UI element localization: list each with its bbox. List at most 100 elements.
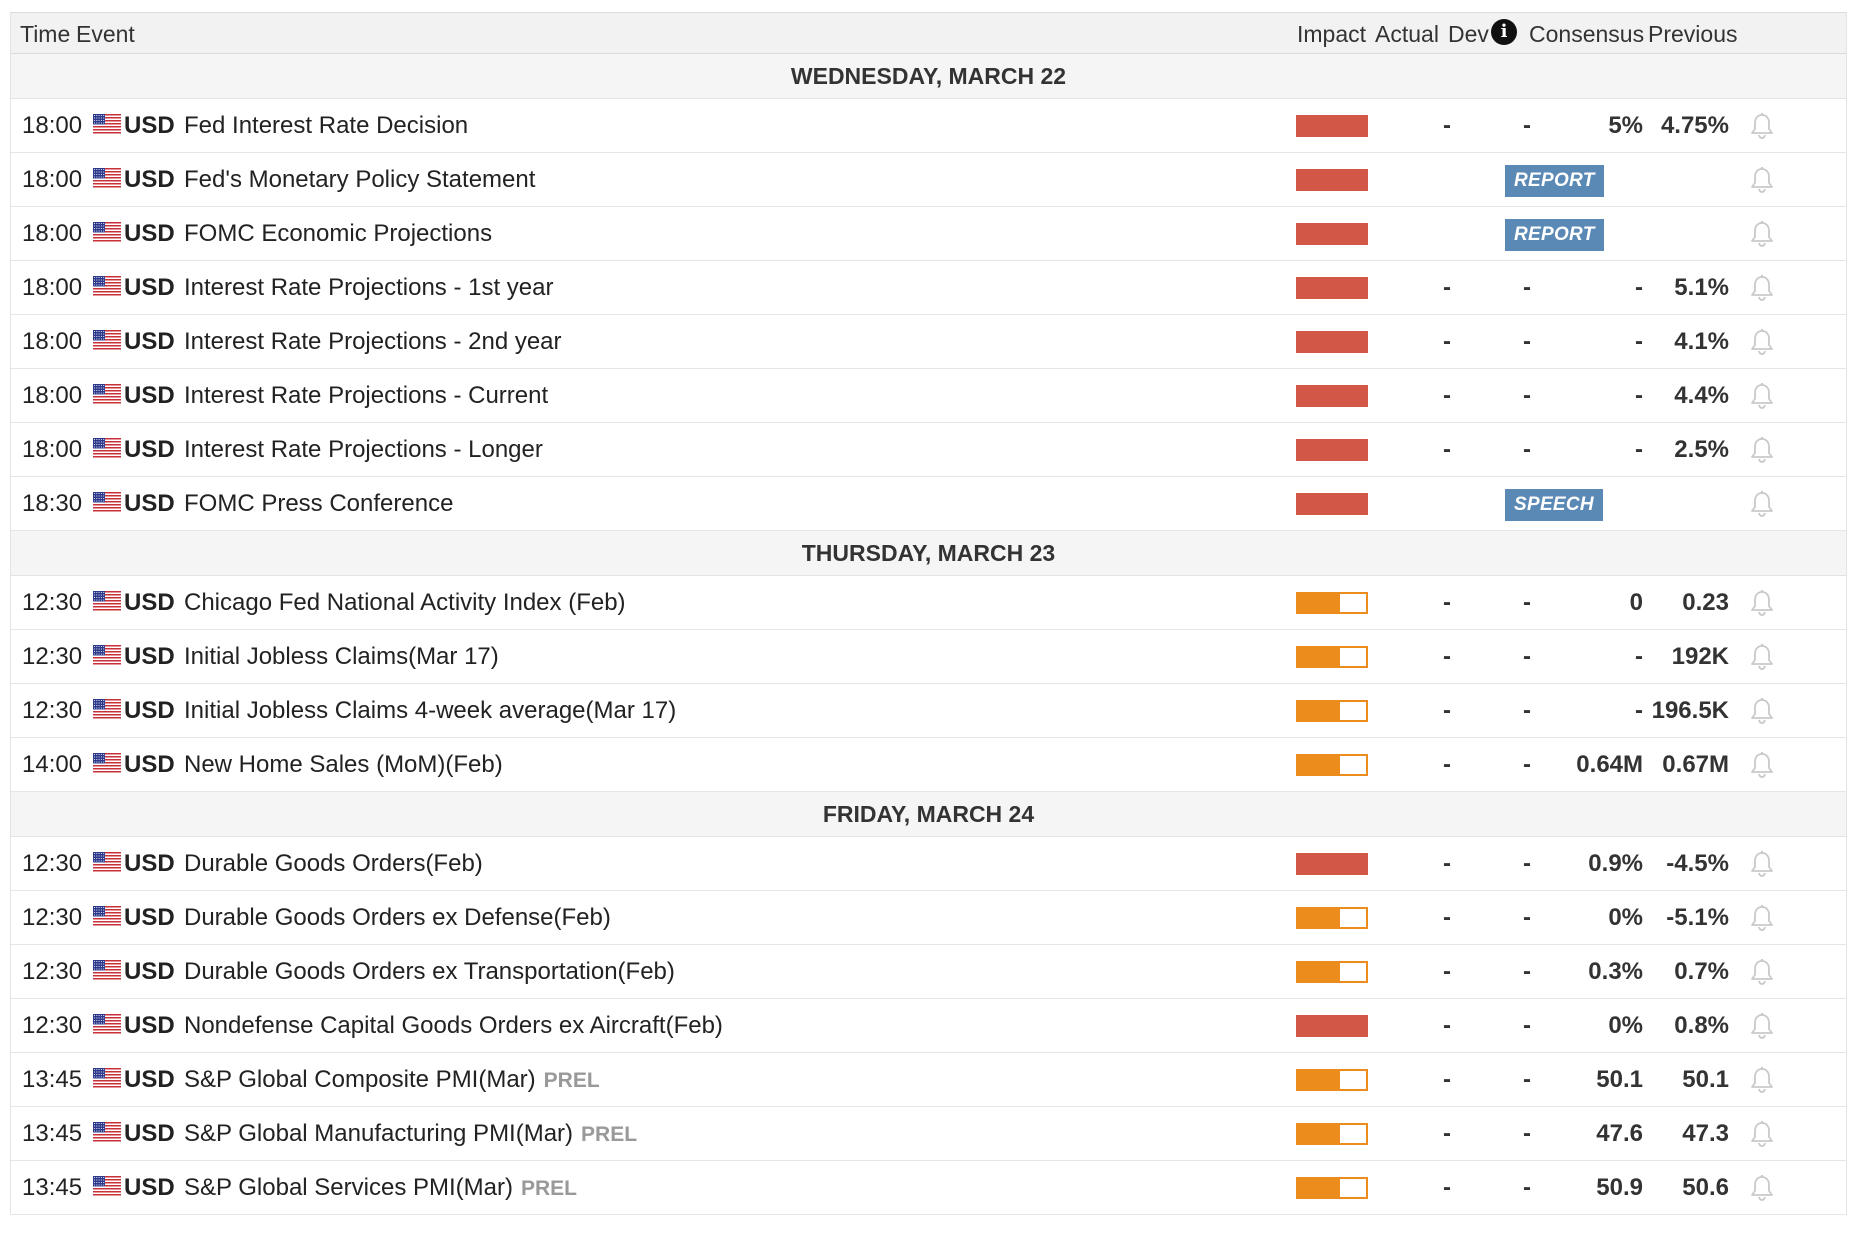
table-row[interactable]: 18:00 USD Interest Rate Projections - Curr…	[11, 369, 1846, 423]
event-name-text[interactable]: FOMC Press Conference	[184, 490, 454, 517]
table-row[interactable]: 14:00 USD New Home Sales (MoM)(Feb) - - 0.64M…	[11, 738, 1846, 792]
event-type-badge[interactable]: REPORT	[1505, 219, 1604, 251]
table-row[interactable]: 18:00 USD Fed Interest Rate Decision - - 5% 4.…	[11, 99, 1846, 153]
table-row[interactable]: 12:30 USD Durable Goods Orders ex Defense(…	[11, 891, 1846, 945]
table-row[interactable]: 12:30 USD Initial Jobless Claims(Mar 17) - -…	[11, 630, 1846, 684]
currency-code: USD	[124, 1012, 175, 1039]
table-row[interactable]: 18:00 USD Interest Rate Projections - Long…	[11, 423, 1846, 477]
header-previous[interactable]: Previous	[1648, 21, 1738, 47]
event-name[interactable]: Chicago Fed National Activity Index (Feb…	[184, 589, 626, 617]
consensus-value: -	[1635, 643, 1643, 670]
table-row[interactable]: 13:45 USD S&P Global Manufacturing PMI(Mar…	[11, 1107, 1846, 1161]
event-name[interactable]: FOMC Economic Projections	[184, 220, 492, 248]
event-name-text[interactable]: Durable Goods Orders ex Defense(Feb)	[184, 904, 611, 931]
event-name[interactable]: Interest Rate Projections - Longer	[184, 436, 543, 464]
event-name-text[interactable]: Interest Rate Projections - 2nd year	[184, 328, 562, 355]
preliminary-tag: PREL	[520, 1177, 577, 1200]
consensus-value: 0.64M	[1576, 751, 1643, 778]
event-name-text[interactable]: S&P Global Manufacturing PMI(Mar)	[184, 1120, 574, 1147]
table-row[interactable]: 12:30 USD Chicago Fed National Activity In…	[11, 576, 1846, 630]
event-name-text[interactable]: Interest Rate Projections - Longer	[184, 436, 543, 463]
bell-icon[interactable]	[1749, 1174, 1775, 1202]
currency-code: USD	[124, 436, 175, 463]
table-row[interactable]: 12:30 USD Initial Jobless Claims 4-week av…	[11, 684, 1846, 738]
event-name-text[interactable]: Initial Jobless Claims 4-week average(Ma…	[184, 697, 677, 724]
bell-icon[interactable]	[1749, 220, 1775, 248]
event-name[interactable]: Interest Rate Projections - 2nd year	[184, 328, 562, 356]
bell-icon[interactable]	[1749, 1066, 1775, 1094]
bell-icon[interactable]	[1749, 382, 1775, 410]
event-name[interactable]: Nondefense Capital Goods Orders ex Aircr…	[184, 1012, 723, 1040]
bell-icon[interactable]	[1749, 112, 1775, 140]
table-row[interactable]: 12:30 USD Durable Goods Orders ex Transpor…	[11, 945, 1846, 999]
table-row[interactable]: 13:45 USD S&P Global Services PMI(Mar) PREL…	[11, 1161, 1846, 1215]
event-name-text[interactable]: Fed's Monetary Policy Statement	[184, 166, 536, 193]
event-name[interactable]: Interest Rate Projections - 1st year	[184, 274, 554, 302]
event-name-text[interactable]: Nondefense Capital Goods Orders ex Aircr…	[184, 1012, 723, 1039]
bell-icon[interactable]	[1749, 850, 1775, 878]
deviation-value: -	[1523, 436, 1531, 463]
event-name-text[interactable]: Initial Jobless Claims(Mar 17)	[184, 643, 499, 670]
bell-icon[interactable]	[1749, 436, 1775, 464]
bell-icon[interactable]	[1749, 490, 1775, 518]
table-row[interactable]: 12:30 USD Durable Goods Orders(Feb) - - 0.9% -…	[11, 837, 1846, 891]
header-impact[interactable]: Impact	[1297, 21, 1367, 47]
event-name[interactable]: Durable Goods Orders ex Transportation(F…	[184, 958, 675, 986]
event-name[interactable]: Fed Interest Rate Decision	[184, 112, 468, 140]
event-name-text[interactable]: Durable Goods Orders ex Transportation(F…	[184, 958, 675, 985]
event-name-text[interactable]: New Home Sales (MoM)(Feb)	[184, 751, 503, 778]
event-name[interactable]: Durable Goods Orders ex Defense(Feb)	[184, 904, 611, 932]
bell-icon[interactable]	[1749, 643, 1775, 671]
event-name[interactable]: Initial Jobless Claims 4-week average(Ma…	[184, 697, 676, 725]
event-name-text[interactable]: Interest Rate Projections - 1st year	[184, 274, 554, 301]
event-name[interactable]: Fed's Monetary Policy Statement	[184, 166, 535, 194]
bell-icon[interactable]	[1749, 1120, 1775, 1148]
bell-icon[interactable]	[1749, 751, 1775, 779]
previous-value: 47.3	[1682, 1120, 1729, 1147]
bell-icon[interactable]	[1749, 904, 1775, 932]
event-type-badge[interactable]: REPORT	[1505, 165, 1604, 197]
event-name-text[interactable]: S&P Global Services PMI(Mar)	[184, 1174, 513, 1201]
event-name-text[interactable]: Fed Interest Rate Decision	[184, 112, 469, 139]
event-name-text[interactable]: Interest Rate Projections - Current	[184, 382, 549, 409]
event-name[interactable]: Durable Goods Orders(Feb)	[184, 850, 483, 878]
bell-icon[interactable]	[1749, 589, 1775, 617]
event-name[interactable]: Interest Rate Projections - Current	[184, 382, 548, 410]
table-row[interactable]: 12:30 USD Nondefense Capital Goods Orders …	[11, 999, 1846, 1053]
table-row[interactable]: 18:00 USD Fed's Monetary Policy Statement R…	[11, 153, 1846, 207]
table-row[interactable]: 18:00 USD Interest Rate Projections - 2nd …	[11, 315, 1846, 369]
event-name[interactable]: S&P Global Services PMI(Mar) PREL	[184, 1174, 577, 1202]
info-icon[interactable]: i	[1491, 19, 1517, 45]
bell-icon[interactable]	[1749, 697, 1775, 725]
event-name[interactable]: S&P Global Manufacturing PMI(Mar) PREL	[184, 1120, 637, 1148]
event-name[interactable]: FOMC Press Conference	[184, 490, 453, 518]
actual-value: -	[1443, 643, 1451, 670]
header-actual[interactable]: Actual	[1375, 21, 1439, 47]
event-type-badge[interactable]: SPEECH	[1505, 489, 1603, 521]
us-flag-icon	[93, 591, 121, 612]
bell-icon[interactable]	[1749, 166, 1775, 194]
actual-value: -	[1443, 958, 1451, 985]
event-name-text[interactable]: Durable Goods Orders(Feb)	[184, 850, 483, 877]
table-row[interactable]: 18:00 USD FOMC Economic Projections REPORT	[11, 207, 1846, 261]
event-name[interactable]: S&P Global Composite PMI(Mar) PREL	[184, 1066, 600, 1094]
header-event[interactable]: Event	[76, 21, 135, 47]
event-name-text[interactable]: Chicago Fed National Activity Index (Feb…	[184, 589, 626, 616]
event-name-text[interactable]: S&P Global Composite PMI(Mar)	[184, 1066, 536, 1093]
impact-indicator	[1296, 331, 1368, 353]
event-name[interactable]: New Home Sales (MoM)(Feb)	[184, 751, 503, 779]
table-row[interactable]: 18:30 USD FOMC Press Conference SPEECH	[11, 477, 1846, 531]
previous-value: 0.8%	[1674, 1012, 1729, 1039]
bell-icon[interactable]	[1749, 958, 1775, 986]
bell-icon[interactable]	[1749, 274, 1775, 302]
bell-icon[interactable]	[1749, 1012, 1775, 1040]
header-consensus[interactable]: Consensus	[1529, 21, 1645, 47]
table-row[interactable]: 13:45 USD S&P Global Composite PMI(Mar) PRE…	[11, 1053, 1846, 1107]
previous-value: 2.5%	[1674, 436, 1729, 463]
event-name-text[interactable]: FOMC Economic Projections	[184, 220, 493, 247]
bell-icon[interactable]	[1749, 328, 1775, 356]
header-dev[interactable]: Dev	[1448, 21, 1489, 47]
header-time[interactable]: Time	[20, 21, 71, 47]
event-name[interactable]: Initial Jobless Claims(Mar 17)	[184, 643, 499, 671]
table-row[interactable]: 18:00 USD Interest Rate Projections - 1st …	[11, 261, 1846, 315]
